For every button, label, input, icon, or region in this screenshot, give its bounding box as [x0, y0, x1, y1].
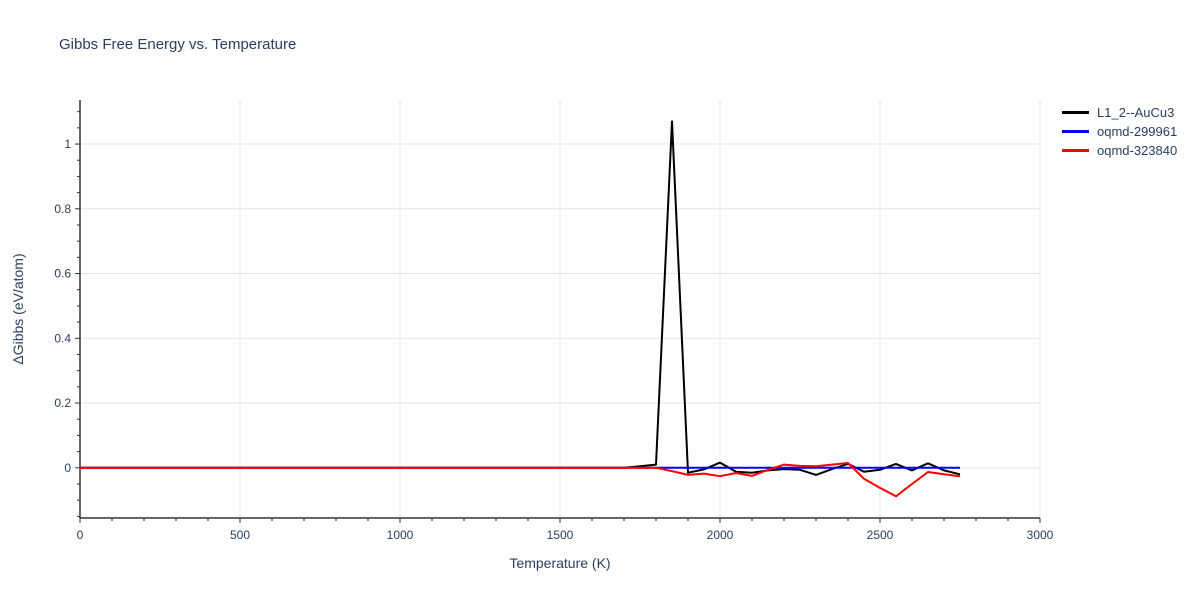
y-tick-label: 0.8 [54, 202, 71, 216]
chart-title: Gibbs Free Energy vs. Temperature [59, 36, 297, 53]
y-tick-label: 1 [64, 137, 71, 151]
legend-line-swatch [1062, 110, 1089, 114]
y-tick-label: 0.2 [54, 396, 71, 410]
chart-legend: L1_2--AuCu3 oqmd-299961 oqmd-323840 [1062, 104, 1177, 159]
legend-label: oqmd-323840 [1097, 143, 1178, 159]
x-tick-label: 2500 [867, 528, 894, 542]
x-tick-label: 500 [230, 528, 250, 542]
y-tick-label: 0.4 [54, 331, 71, 345]
legend-line-swatch [1062, 130, 1089, 134]
x-tick-label: 3000 [1027, 528, 1054, 542]
x-tick-label: 2000 [707, 528, 734, 542]
x-axis-title: Temperature (K) [509, 555, 610, 571]
legend-item-oqmd-299961[interactable]: oqmd-299961 [1062, 123, 1177, 139]
legend-label: oqmd-299961 [1097, 124, 1178, 140]
series-line-oqmd-323840 [80, 462, 961, 498]
legend-label: L1_2--AuCu3 [1097, 104, 1175, 120]
legend-line-swatch [1062, 149, 1089, 153]
series-line-L1_2--AuCu3 [80, 120, 961, 476]
y-axis-title: ΔGibbs (eV/atom) [10, 253, 26, 364]
y-tick-label: 0 [64, 461, 71, 475]
x-tick-label: 1000 [387, 528, 414, 542]
legend-item-L1_2--AuCu3[interactable]: L1_2--AuCu3 [1062, 104, 1177, 120]
x-tick-label: 0 [77, 528, 84, 542]
x-tick-label: 1500 [547, 528, 574, 542]
y-tick-label: 0.6 [54, 267, 71, 281]
legend-item-oqmd-323840[interactable]: oqmd-323840 [1062, 143, 1177, 159]
